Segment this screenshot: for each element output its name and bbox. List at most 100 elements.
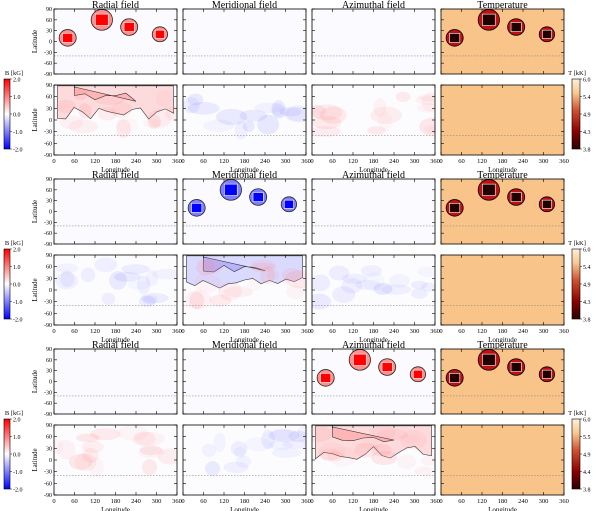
b-colorbar [3,248,11,320]
y-tick-label: 60 [46,18,52,24]
b-colorbar-tick-label: -2.0 [13,318,23,324]
map-panel-bottom [312,85,435,155]
field-mottle [55,99,76,113]
field-mottle [421,91,435,112]
column-title: Radial field [92,170,139,181]
field-mottle [371,450,398,466]
map-panel-bottom [441,425,564,495]
panel-background [54,349,177,414]
field-mottle [286,104,306,122]
field-mottle [420,455,435,466]
y-axis-label: Latitude [31,200,39,223]
x-tick-label: 360 [559,158,569,165]
t-colorbar-label: T [kK] [568,240,586,247]
column-title: Azimuthal field [342,170,405,181]
x-tick-label: 360 [430,328,440,335]
y-tick-label: 30 [46,276,52,282]
x-tick-label: 0 [181,328,184,335]
field-mottle [201,443,217,458]
x-tick-label: 180 [111,328,121,335]
field-mottle [281,268,303,282]
field-mottle [59,115,84,130]
y-tick-label: -60 [44,61,52,67]
spot-core [95,13,109,26]
x-tick-label: 360 [430,498,440,505]
contour-region [186,255,303,289]
panel-background [441,85,564,155]
panel-background [441,255,564,325]
y-tick-label: -90 [44,493,52,499]
field-mottle [355,280,381,290]
field-mottle [81,440,105,454]
b-colorbar-tick-label: 0.0 [13,453,21,459]
t-colorbar-tick-label: 4.9 [583,113,591,119]
field-mottle [411,280,428,290]
field-mottle [271,447,302,458]
x-tick-label: 60 [329,498,336,505]
t-colorbar-tick-label: 5.4 [583,95,591,101]
field-mottle [312,104,326,118]
t-colorbar-tick-label: 4.4 [583,470,591,476]
field-mottle [417,103,435,113]
field-mottle [244,437,272,452]
x-tick-label: 180 [240,158,250,165]
x-tick-label: 180 [369,328,379,335]
column-title: Radial field [92,340,139,351]
b-colorbar-tick-label: -1.0 [13,470,23,476]
field-mottle [213,432,226,452]
x-tick-label: 120 [219,498,229,505]
x-tick-label: 240 [131,498,141,505]
field-mottle [157,448,177,465]
y-tick-label: 90 [46,177,52,183]
field-mottle [371,443,392,457]
t-colorbar-tick-label: 5.5 [583,435,591,441]
field-mottle [117,425,149,441]
x-tick-label: 0 [310,498,313,505]
field-mottle [74,453,97,472]
t-colorbar-tick-label: 5.4 [583,265,591,271]
contour-region [332,426,395,443]
field-mottle [369,425,396,441]
x-tick-label: 120 [90,498,100,505]
field-mottle [312,126,342,137]
t-colorbar-tick-label: 6.0 [583,78,591,84]
x-tick-label: 360 [172,158,182,165]
field-mottle [127,280,150,290]
field-mottle [269,440,293,451]
field-mottle [55,272,78,290]
field-mottle [193,272,221,293]
field-mottle [242,120,255,132]
field-mottle [267,270,280,281]
x-tick-label: 60 [458,158,465,165]
x-tick-label: 180 [498,328,508,335]
y-tick-label: -60 [44,481,52,487]
field-mottle [142,295,158,305]
x-tick-label: 240 [260,498,270,505]
field-mottle [148,108,171,127]
b-colorbar-tick-label: -1.0 [13,130,23,136]
t-colorbar [571,418,581,490]
contour-region [74,86,137,102]
spot-core [510,192,522,202]
spot-core [542,369,552,379]
field-mottle [55,263,79,274]
column-title: Azimuthal field [342,340,405,351]
x-axis-label: Longitude [488,336,517,344]
field-mottle [359,439,383,450]
field-mottle [203,119,234,133]
x-tick-label: 300 [281,328,291,335]
field-mottle [184,289,212,309]
field-mottle [279,107,302,117]
x-axis-label: Longitude [488,506,517,511]
map-panel-top [54,349,177,414]
x-tick-label: 60 [200,498,207,505]
field-mottle [270,102,285,117]
x-tick-label: 300 [281,158,291,165]
field-mottle [110,101,133,118]
map-panel-top [54,9,177,74]
x-tick-label: 300 [410,328,420,335]
spot-core [449,203,461,213]
x-tick-label: 180 [240,498,250,505]
x-tick-label: 0 [181,158,184,165]
